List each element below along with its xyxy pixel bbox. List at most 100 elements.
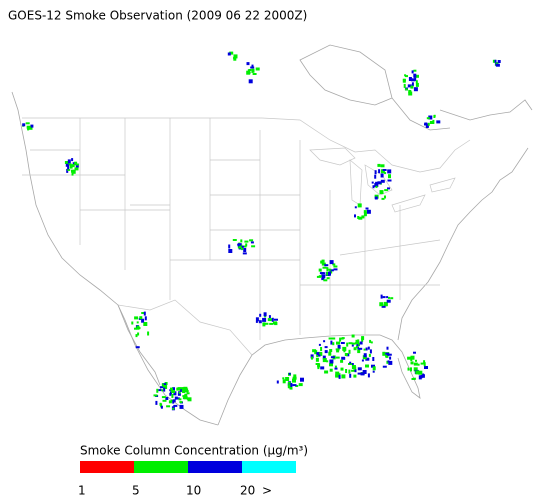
- smoke-pixel: [242, 252, 247, 255]
- color-bar-label: >: [262, 484, 272, 498]
- smoke-pixel: [321, 274, 326, 279]
- smoke-pixel: [162, 399, 167, 402]
- smoke-pixel: [320, 366, 325, 370]
- smoke-pixel: [375, 183, 378, 188]
- smoke-pixel: [372, 370, 375, 373]
- smoke-pixel: [415, 74, 419, 78]
- gulf-coast: [217, 334, 421, 426]
- smoke-pixel: [410, 367, 412, 372]
- smoke-pixel: [372, 366, 376, 371]
- smoke-pixel: [384, 172, 387, 175]
- smoke-pixel: [324, 264, 329, 267]
- smoke-pixel: [351, 334, 355, 338]
- smoke-pixel: [337, 344, 341, 349]
- smoke-pixel: [295, 385, 299, 387]
- smoke-pixel: [354, 214, 356, 218]
- color-bar-label: 20: [240, 484, 255, 498]
- smoke-pixel: [361, 215, 365, 219]
- smoke-pixel: [75, 163, 79, 166]
- smoke-pixel: [413, 87, 418, 92]
- smoke-pixel: [318, 351, 323, 356]
- smoke-pixel: [340, 359, 344, 363]
- smoke-pixel: [360, 372, 365, 376]
- smoke-pixel: [237, 246, 242, 249]
- smoke-pixel: [382, 351, 386, 356]
- smoke-pixel: [165, 397, 169, 400]
- smoke-pixel: [300, 377, 304, 382]
- smoke-pixel: [403, 83, 406, 88]
- smoke-pixel: [250, 66, 255, 69]
- smoke-pixel: [384, 195, 386, 199]
- smoke-pixel: [334, 365, 337, 368]
- pacific-coast: [11, 91, 219, 426]
- smoke-pixel: [413, 351, 416, 354]
- smoke-pixel: [351, 342, 356, 345]
- smoke-pixel: [436, 120, 441, 124]
- smoke-pixel: [337, 373, 341, 377]
- smoke-pixel: [67, 168, 71, 171]
- smoke-pixel: [282, 377, 285, 380]
- smoke-pixel: [248, 79, 253, 84]
- smoke-pixel: [316, 354, 321, 357]
- smoke-pixel: [328, 268, 332, 271]
- smoke-pixel: [178, 391, 181, 394]
- smoke-pixel: [187, 397, 192, 402]
- smoke-pixel: [144, 316, 147, 321]
- smoke-pixel: [65, 163, 69, 167]
- smoke-pixel: [229, 51, 234, 55]
- smoke-pixel: [349, 361, 352, 364]
- color-bar: 1 5 10 20 >: [78, 461, 296, 498]
- smoke-pixel: [249, 239, 254, 242]
- smoke-pixel: [251, 70, 254, 73]
- smoke-pixel: [331, 337, 336, 340]
- smoke-pixel: [22, 123, 26, 127]
- smoke-pixel: [329, 269, 334, 272]
- smoke-pixel: [134, 316, 139, 320]
- smoke-pixel: [351, 344, 354, 347]
- smoke-pixel: [169, 392, 172, 396]
- smoke-pixel: [155, 400, 158, 405]
- smoke-pixel: [361, 336, 365, 341]
- color-bar-segment: [80, 461, 134, 473]
- smoke-pixel: [344, 353, 348, 356]
- smoke-pixel: [385, 354, 387, 357]
- smoke-pixel: [365, 207, 369, 210]
- smoke-pixel: [156, 388, 159, 393]
- smoke-pixel: [388, 296, 390, 299]
- smoke-pixel: [183, 396, 188, 400]
- smoke-pixel: [170, 387, 173, 391]
- smoke-pixel: [365, 357, 370, 361]
- smoke-pixel: [348, 342, 353, 345]
- smoke-pixel: [288, 385, 292, 389]
- smoke-pixel: [323, 279, 328, 282]
- smoke-pixel: [141, 318, 145, 323]
- smoke-pixel: [368, 353, 371, 357]
- smoke-pixel: [186, 392, 190, 395]
- smoke-pixel: [410, 361, 414, 365]
- color-bar-segment: [134, 461, 188, 473]
- smoke-pixel: [329, 359, 334, 364]
- smoke-pixel: [348, 349, 351, 354]
- smoke-pixel: [389, 356, 392, 360]
- smoke-pixel: [433, 115, 436, 118]
- smoke-pixel: [339, 337, 342, 342]
- smoke-pixel: [423, 362, 426, 367]
- smoke-pixel: [247, 69, 250, 74]
- smoke-pixel: [369, 339, 372, 343]
- smoke-pixel: [363, 210, 367, 214]
- smoke-pixel: [341, 374, 346, 379]
- smoke-pixel: [420, 362, 424, 365]
- smoke-pixel: [233, 56, 237, 61]
- smoke-pixel: [67, 165, 70, 170]
- smoke-pixel: [135, 327, 140, 330]
- smoke-pixel: [404, 88, 408, 91]
- smoke-pixel: [264, 315, 267, 318]
- smoke-pixel: [312, 349, 317, 353]
- smoke-pixel: [292, 378, 296, 383]
- smoke-pixel: [355, 346, 358, 348]
- smoke-pixel: [386, 296, 389, 299]
- smoke-pixel: [287, 381, 291, 384]
- smoke-pixel: [329, 363, 333, 367]
- smoke-pixel: [378, 169, 381, 174]
- smoke-pixel: [358, 347, 363, 350]
